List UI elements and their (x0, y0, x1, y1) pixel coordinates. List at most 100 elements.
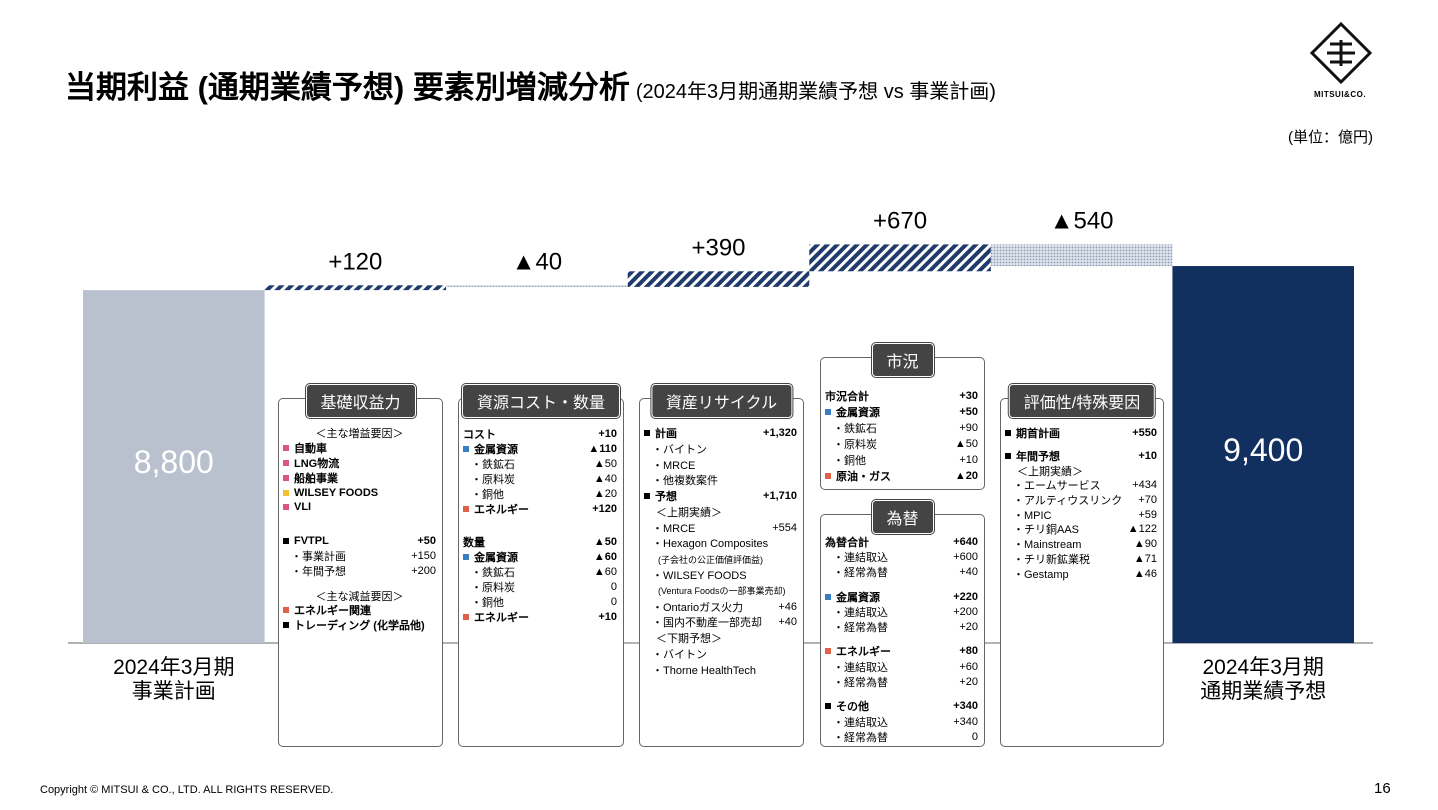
row-value: +200 (953, 605, 978, 618)
panel-row: ・他複数案件 (644, 472, 797, 488)
row-label: 年間予想 (1016, 451, 1060, 464)
row-label: WILSEY FOODS (294, 486, 379, 499)
bullet (283, 538, 289, 545)
panel-row: 金属資源 ▲60 (463, 549, 617, 564)
panel-row: コスト +10 (463, 426, 617, 441)
value-label: +670 (873, 208, 927, 235)
row-value: 0 (610, 580, 617, 593)
row-label: コスト (463, 428, 496, 441)
row-label: 船舶事業 (294, 472, 338, 485)
row-value: +30 (959, 390, 978, 402)
panel-row: 金属資源 ▲110 (463, 441, 617, 456)
panel-row: トレーディング (化学品他) (283, 618, 436, 633)
panel-row: ・MRCE (644, 457, 797, 473)
bullet (283, 622, 289, 629)
row-label: ・Ontarioガス火力 (652, 601, 744, 614)
row-label: ・連結取込 (833, 716, 888, 729)
panel-row: ・経常為替 0 (825, 729, 978, 744)
row-label: ・他複数案件 (652, 475, 718, 488)
row-value: +59 (1138, 508, 1157, 521)
panel-row: ・経常為替 +40 (825, 565, 978, 580)
row-value: ▲50 (593, 535, 617, 548)
row-value: +340 (953, 715, 978, 728)
panel-rows: 期首計画 +550 年間予想 +10 ＜上期実績＞ ・エームサービス +434 ・アルティウス… (1005, 426, 1157, 581)
row-value: +20 (959, 621, 978, 634)
row-value: +434 (1132, 479, 1157, 492)
row-value: ▲40 (593, 472, 617, 485)
row-label: 予想 (655, 491, 677, 504)
panel-row: ・鉄鉱石 ▲50 (463, 456, 617, 471)
value-label: 9,400 (1223, 432, 1303, 468)
x-category-label: 2024年3月期 通期業績予想 (1200, 656, 1327, 703)
panel-row: ・銅他 0 (463, 594, 617, 609)
panel-row: 為替合計 +640 (825, 534, 978, 549)
row-label: ・MRCE (652, 522, 696, 535)
panel-row: エネルギー +120 (463, 501, 617, 516)
row-label: エネルギー (474, 611, 529, 624)
row-label: ・国内不動産一部売却 (652, 617, 762, 630)
panel-row: ・事業計画 +150 (283, 549, 436, 564)
panel-row: VLI (283, 500, 436, 515)
bar (627, 271, 810, 287)
bar (83, 290, 265, 643)
panel-row: 船舶事業 (283, 470, 436, 485)
panel-rows: 市況合計 +30 金属資源 +50 ・鉄鉱石 +90 ・原料炭 ▲50 ・銅他 +10 原油・ガス ▲… (825, 388, 978, 484)
panel-row: ・連結取込 +600 (825, 549, 978, 564)
panel-row: ・原料炭 ▲50 (825, 436, 978, 452)
bullet (644, 429, 650, 436)
row-label: ・銅他 (833, 455, 866, 467)
panel-row: ・原料炭 0 (463, 579, 617, 594)
panel-title: 基礎収益力 (305, 384, 416, 418)
panel-rows: 計画 +1,320 ・バイトン ・MRCE ・他複数案件 予想 +1,710 ＜上期実績＞ ・M… (644, 425, 797, 678)
panel-row: ・原料炭 ▲40 (463, 471, 617, 486)
panel-row: ・経常為替 +20 (825, 674, 978, 689)
bar (1172, 266, 1354, 643)
panel-row: ・Thorne HealthTech (644, 662, 797, 678)
row-label: 金属資源 (836, 407, 880, 419)
bar (264, 285, 447, 291)
row-value: +80 (959, 645, 978, 658)
row-value: 0 (610, 595, 617, 608)
row-label: ・経常為替 (833, 567, 888, 580)
unit: (単位：億円) (1288, 129, 1373, 146)
panel-row: ・Ontarioガス火力 +46 (644, 599, 797, 615)
row-label: 期首計画 (1016, 428, 1060, 441)
bullet (283, 504, 289, 511)
row-label: ・バイトン (652, 649, 707, 662)
row-label: ・MRCE (652, 459, 696, 472)
row-value: +1,320 (763, 426, 797, 439)
row-label: 数量 (463, 536, 485, 549)
panel-row: 原油・ガス ▲20 (825, 468, 978, 484)
panel-box: 為替 為替合計 +640 ・連結取込 +600 ・経常為替 +40 金属資源 +220 ・連結取込… (820, 500, 985, 747)
row-label: エネルギー (474, 503, 529, 516)
row-label: ・原料炭 (471, 473, 515, 486)
panel-title: 資源コスト・数量 (461, 384, 621, 418)
subtitle: (2024年3月期通期業績予想 vs 事業計画) (635, 81, 996, 103)
row-value: ▲20 (593, 487, 617, 500)
bar (809, 244, 991, 272)
bar (990, 244, 1173, 267)
row-value: ▲20 (954, 470, 978, 482)
row-value: +600 (953, 550, 978, 563)
panel-row: LNG物流 (283, 456, 436, 471)
row-label: 金属資源 (474, 443, 518, 456)
panel-title: 評価性/特殊要因 (1008, 384, 1156, 418)
row-label: ・経常為替 (833, 622, 888, 635)
row-value: ▲50 (593, 457, 617, 470)
row-value: +90 (959, 422, 978, 434)
row-label: エネルギー関連 (294, 605, 371, 618)
bullet (463, 553, 469, 560)
bullet (825, 703, 831, 710)
row-label: 計画 (655, 427, 677, 440)
panel-row: ・鉄鉱石 ▲60 (463, 564, 617, 579)
row-label: ・経常為替 (833, 677, 888, 690)
panel-row: ・チリ銅AAS ▲122 (1005, 522, 1157, 537)
row-label: ・鉄鉱石 (471, 458, 515, 471)
row-value: +1,710 (763, 490, 797, 503)
row-label: ・年間予想 (291, 565, 346, 578)
row-value: +70 (1138, 494, 1157, 507)
bullet (283, 445, 289, 452)
row-value: +550 (1132, 427, 1157, 440)
row-label: ・MPIC (1013, 509, 1052, 522)
panel-row: FVTPL +50 (283, 534, 436, 549)
